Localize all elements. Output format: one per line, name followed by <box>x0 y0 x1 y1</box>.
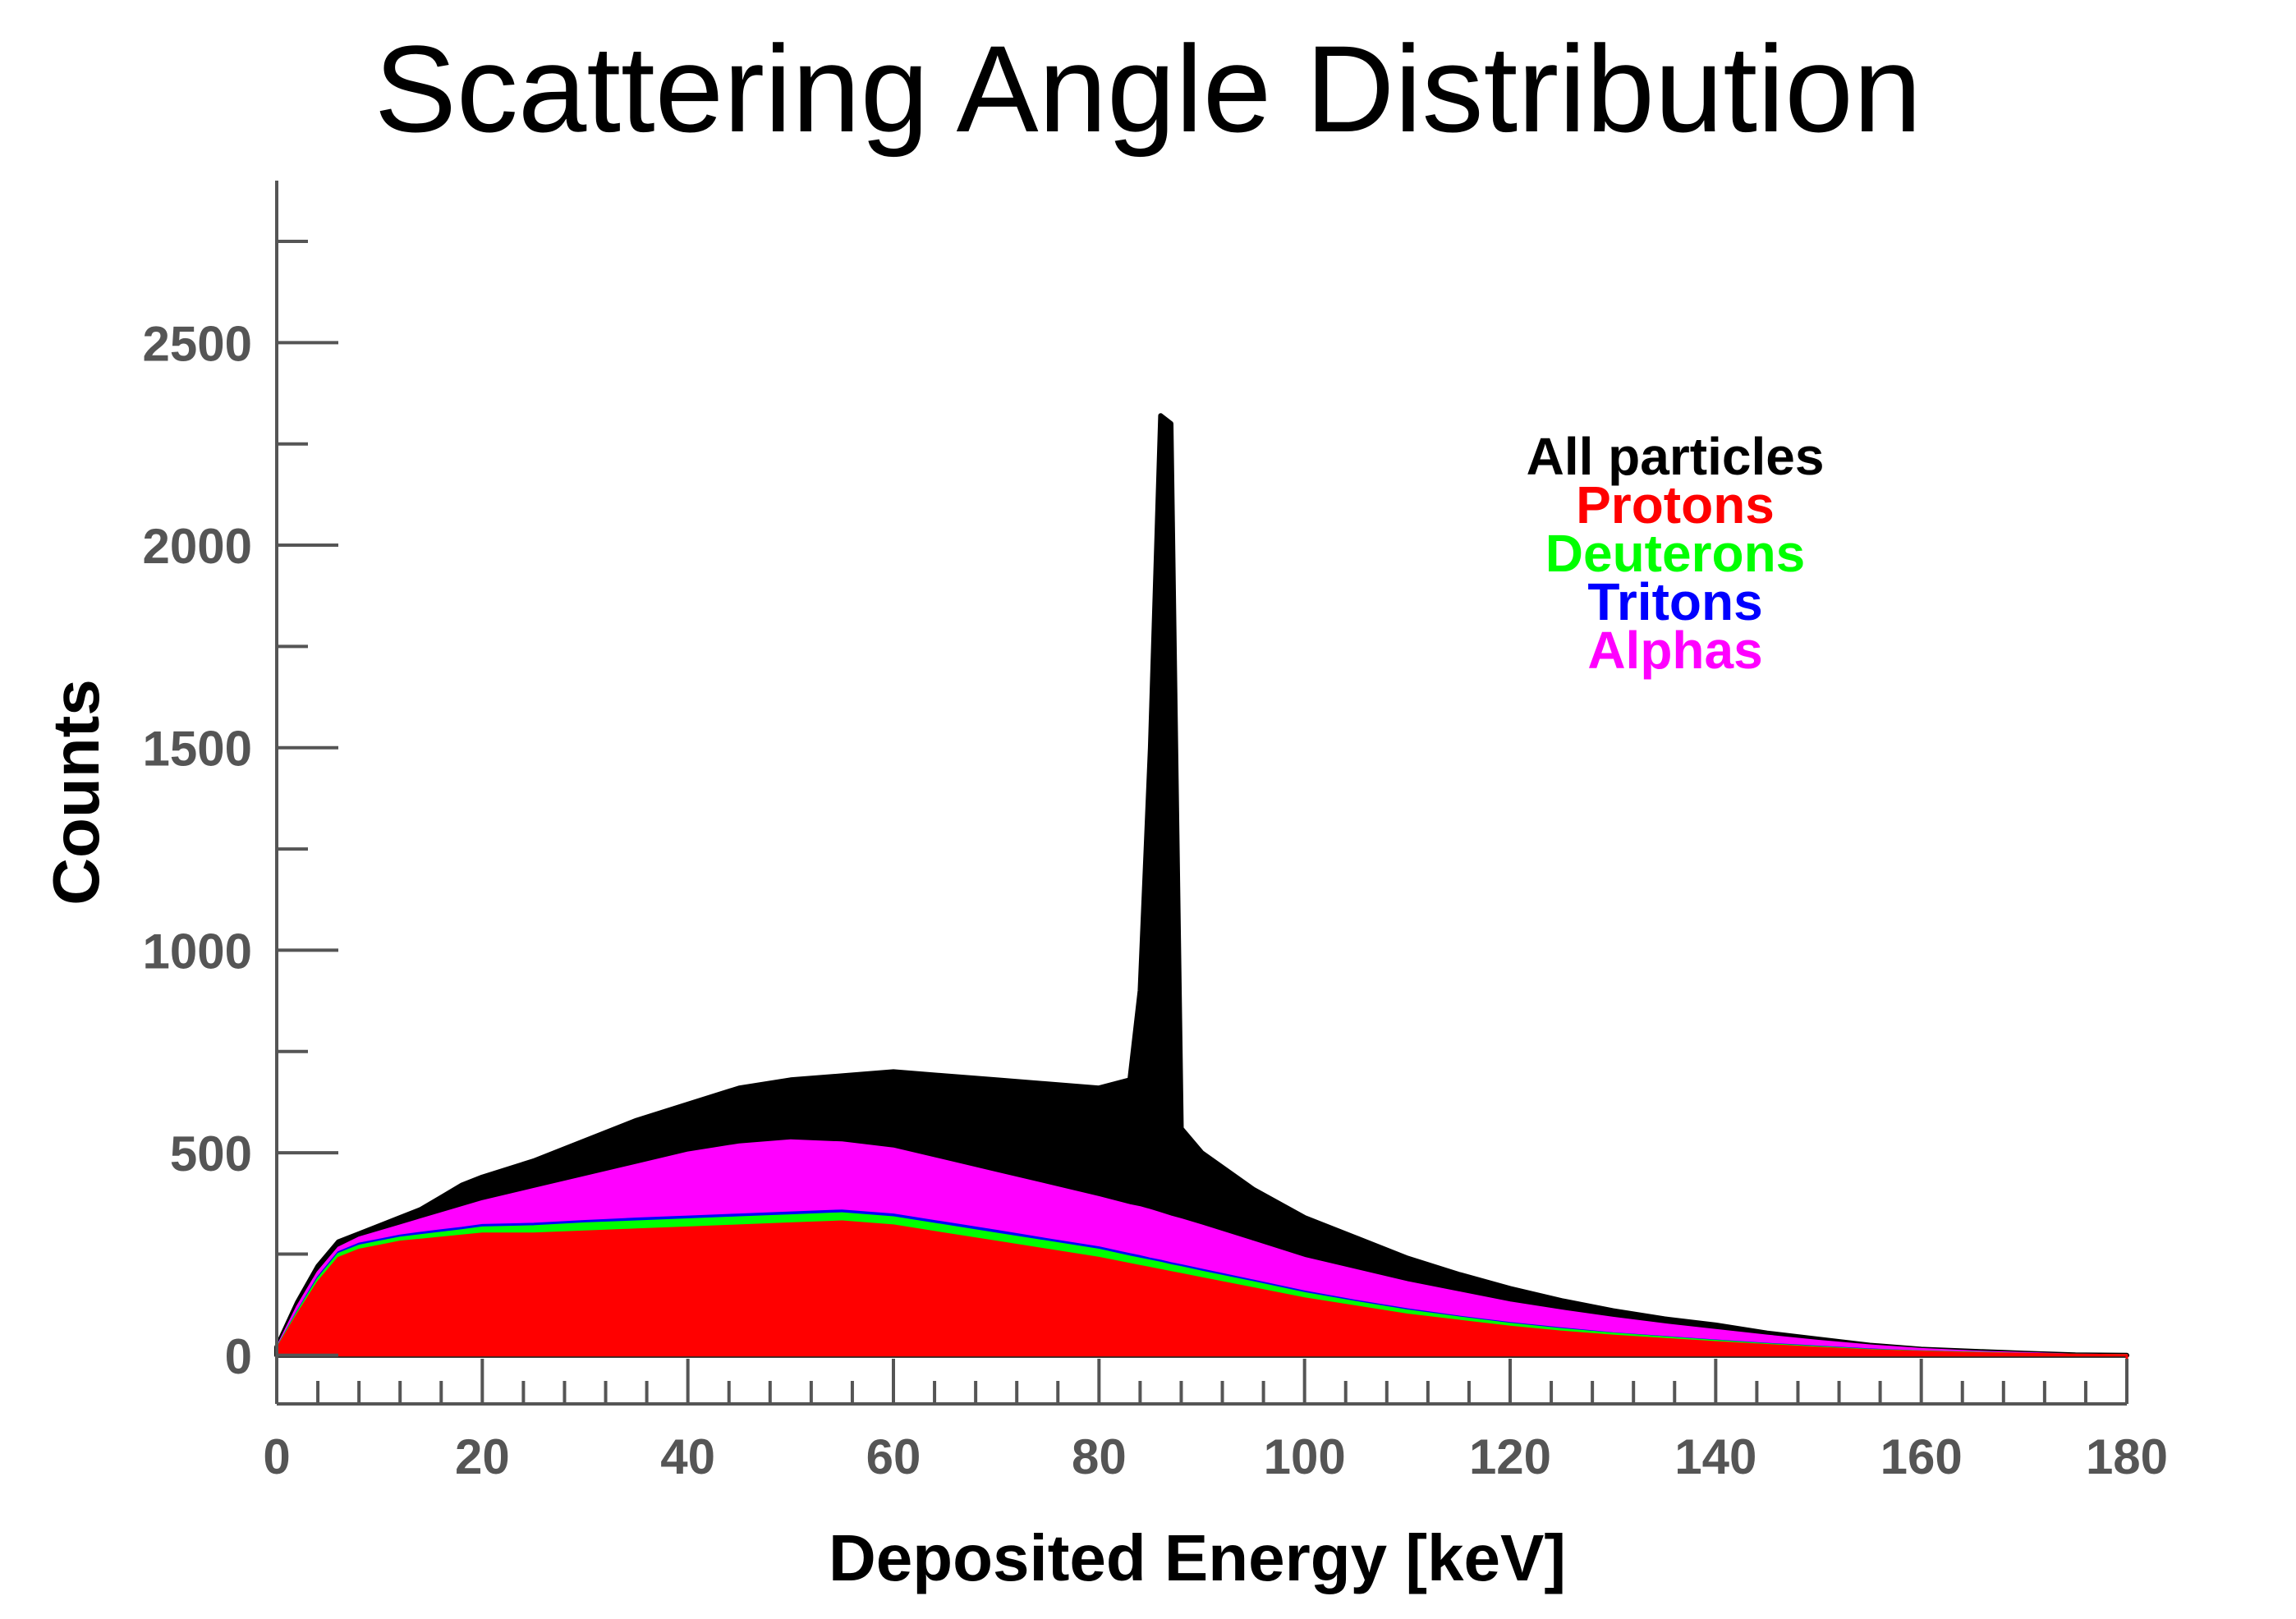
chart-title: Scattering Angle Distribution <box>374 20 1922 158</box>
x-tick-label: 100 <box>1264 1429 1346 1484</box>
x-tick-label: 140 <box>1674 1429 1756 1484</box>
x-tick-label: 80 <box>1072 1429 1127 1484</box>
y-tick-label: 500 <box>170 1126 252 1181</box>
x-tick-label: 160 <box>1880 1429 1963 1484</box>
x-tick-label: 120 <box>1469 1429 1551 1484</box>
legend-entry-all-particles: All particles <box>1527 427 1825 486</box>
x-tick-label: 180 <box>2086 1429 2168 1484</box>
area-all-particles <box>274 413 2129 1358</box>
y-tick-label: 1500 <box>143 722 252 777</box>
x-tick-label: 0 <box>263 1429 290 1484</box>
x-axis-label: Deposited Energy [keV] <box>829 1521 1566 1594</box>
x-tick-label: 40 <box>660 1429 715 1484</box>
x-tick-label: 20 <box>455 1429 510 1484</box>
legend-entry-protons: Protons <box>1576 475 1775 534</box>
y-tick-label: 2500 <box>143 316 252 371</box>
legend-entry-alphas: Alphas <box>1587 621 1762 680</box>
legend-entry-tritons: Tritons <box>1587 572 1762 631</box>
y-tick-label: 0 <box>225 1329 252 1384</box>
x-axis-ticks: 0 20 40 60 80 100 120 140 160 180 <box>263 1359 2168 1484</box>
x-tick-label: 60 <box>866 1429 921 1484</box>
data-areas <box>274 413 2129 1358</box>
legend: All particlesProtonsDeuteronsTritonsAlph… <box>1527 427 1825 680</box>
legend-entry-deuterons: Deuterons <box>1545 524 1806 583</box>
area-protons <box>275 1220 2128 1357</box>
y-axis-ticks: 0 500 1000 1500 2000 2500 <box>143 240 338 1384</box>
y-tick-label: 2000 <box>143 519 252 574</box>
y-axis-label: Counts <box>39 679 113 906</box>
y-tick-label: 1000 <box>143 924 252 979</box>
